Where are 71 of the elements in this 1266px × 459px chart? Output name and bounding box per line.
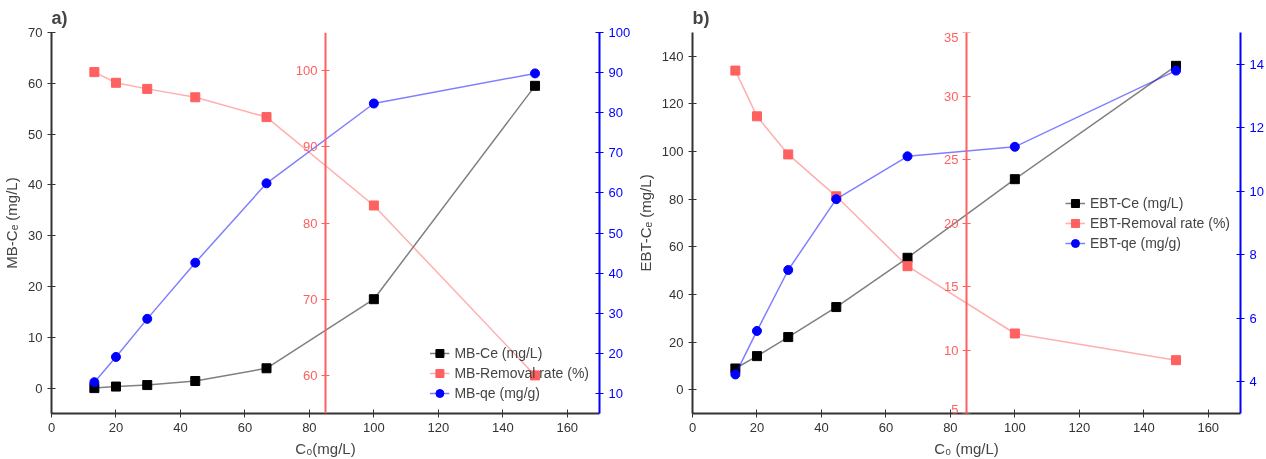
y3-tick-label: 10 bbox=[608, 385, 623, 401]
legend-label: MB-Ce (mg/L) bbox=[454, 345, 543, 361]
x-tick-label: 80 bbox=[302, 419, 317, 435]
y3-tick-label: 40 bbox=[608, 265, 623, 281]
y3-tick-label: 12 bbox=[1249, 120, 1264, 136]
x-tick-label: 0 bbox=[47, 419, 56, 435]
y3-tick-label: 80 bbox=[608, 105, 623, 121]
y3-tick-label: 30 bbox=[608, 305, 623, 321]
y3-tick-label: 10 bbox=[1249, 183, 1264, 199]
y2-tick-label: 10 bbox=[944, 342, 959, 358]
x-tick-label: 100 bbox=[363, 419, 385, 435]
y3-tick-label: 14 bbox=[1249, 56, 1264, 72]
chart-title: b) bbox=[692, 7, 710, 28]
x-tick-label: 140 bbox=[1132, 419, 1155, 435]
y2-tick-label: 30 bbox=[944, 88, 959, 104]
y2-tick-label: 60 bbox=[303, 367, 318, 383]
legend-label: EBT-Removal rate (%) bbox=[1089, 214, 1230, 231]
y3-tick-label: 4 bbox=[1249, 374, 1257, 390]
y2-tick-label: 90 bbox=[303, 139, 318, 155]
x-tick-label: 40 bbox=[814, 419, 829, 435]
x-tick-label: 80 bbox=[943, 419, 958, 435]
x-axis-title: C₀ (mg/L) bbox=[934, 439, 999, 457]
y-tick-label: 0 bbox=[35, 380, 43, 396]
y2-tick-label: 15 bbox=[944, 279, 959, 294]
legend-label: MB-qe (mg/g) bbox=[454, 385, 540, 401]
x-tick-label: 20 bbox=[108, 419, 124, 435]
y2-tick-label: 70 bbox=[303, 291, 318, 307]
y-tick-label: 100 bbox=[661, 144, 684, 160]
y2-tick-label: 100 bbox=[295, 63, 318, 79]
x-tick-label: 0 bbox=[688, 419, 697, 435]
y2-tick-label: 25 bbox=[944, 152, 959, 167]
y3-tick-label: 20 bbox=[608, 345, 623, 361]
y3-tick-label: 60 bbox=[608, 185, 623, 201]
x-tick-label: 60 bbox=[237, 419, 253, 435]
y3-tick-label: 90 bbox=[608, 65, 623, 81]
y-tick-label: 140 bbox=[661, 48, 684, 64]
y2-tick-label: 80 bbox=[303, 215, 318, 231]
y-tick-label: 30 bbox=[28, 228, 43, 244]
y3-tick-label: 8 bbox=[1249, 247, 1257, 263]
x-tick-label: 100 bbox=[1004, 419, 1026, 435]
y-tick-label: 10 bbox=[28, 329, 43, 345]
x-tick-label: 40 bbox=[173, 419, 188, 435]
x-tick-label: 120 bbox=[1068, 419, 1091, 435]
y-tick-label: 20 bbox=[28, 279, 43, 294]
y-tick-label: 120 bbox=[661, 96, 684, 112]
y-axis-title: MB-Cₑ (mg/L) bbox=[3, 177, 21, 269]
y-tick-label: 0 bbox=[676, 382, 684, 398]
y-axis-title: EBT-Cₑ (mg/L) bbox=[636, 174, 654, 272]
y-tick-label: 60 bbox=[669, 239, 684, 255]
y-tick-label: 40 bbox=[28, 177, 43, 193]
x-tick-label: 140 bbox=[491, 419, 514, 435]
legend-label: EBT-Ce (mg/L) bbox=[1089, 194, 1184, 211]
y-tick-label: 70 bbox=[28, 25, 43, 40]
x-tick-label: 60 bbox=[878, 419, 894, 435]
chart-title: a) bbox=[51, 7, 68, 28]
y3-tick-label: 50 bbox=[608, 225, 623, 241]
x-tick-label: 160 bbox=[1197, 419, 1220, 435]
x-axis-title: C₀(mg/L) bbox=[295, 439, 356, 457]
y3-tick-label: 100 bbox=[608, 25, 631, 40]
y-tick-label: 50 bbox=[28, 126, 43, 142]
y3-tick-label: 70 bbox=[608, 145, 623, 161]
legend-label: EBT-qe (mg/g) bbox=[1089, 234, 1181, 251]
y2-tick-label: 35 bbox=[944, 29, 959, 45]
y-tick-label: 80 bbox=[669, 191, 684, 207]
y-tick-label: 60 bbox=[28, 75, 43, 91]
x-tick-label: 120 bbox=[427, 419, 450, 435]
x-tick-label: 160 bbox=[556, 419, 579, 435]
y3-tick-label: 6 bbox=[1249, 310, 1257, 326]
x-tick-label: 20 bbox=[749, 419, 765, 435]
y-tick-label: 40 bbox=[669, 286, 684, 302]
y-tick-label: 20 bbox=[669, 334, 684, 350]
